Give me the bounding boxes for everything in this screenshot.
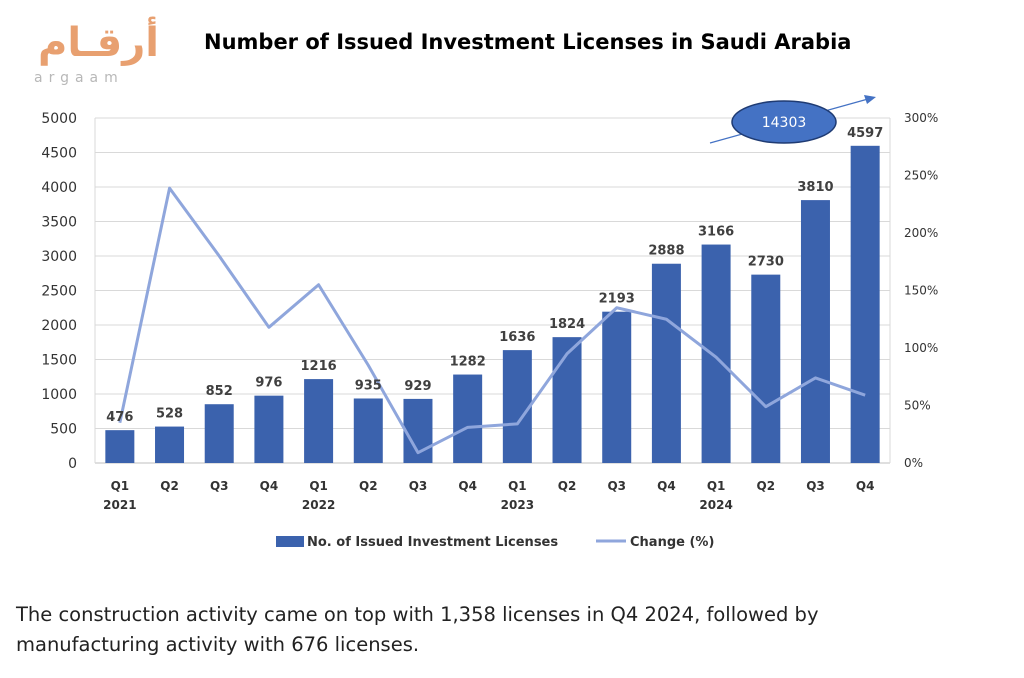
x-quarter-label: Q1 xyxy=(707,479,726,493)
logo-arabic-text: أرقـام xyxy=(38,20,159,66)
bar xyxy=(800,200,830,464)
right-tick-label: 200% xyxy=(904,226,938,240)
left-tick-label: 1500 xyxy=(41,353,77,369)
bar-value-label: 2193 xyxy=(599,292,635,307)
right-axis-ticks: 0% 50% 100% 150% 200% 250% 300% xyxy=(904,111,938,470)
bar xyxy=(651,263,681,463)
annotation-ellipse xyxy=(731,100,837,144)
bar-value-label: 935 xyxy=(355,378,382,393)
right-tick-label: 100% xyxy=(904,341,938,355)
left-tick-label: 1000 xyxy=(41,387,77,403)
bar xyxy=(602,311,632,463)
left-tick-label: 2000 xyxy=(41,318,77,334)
bar-value-label: 1824 xyxy=(549,317,585,332)
x-quarter-label: Q4 xyxy=(657,479,676,493)
left-tick-label: 0 xyxy=(68,456,77,472)
x-quarter-label: Q2 xyxy=(757,479,776,493)
left-tick-label: 4000 xyxy=(41,180,77,196)
right-tick-label: 250% xyxy=(904,169,938,183)
x-quarter-label: Q3 xyxy=(806,479,825,493)
left-tick-label: 3500 xyxy=(41,215,77,231)
x-quarter-label: Q4 xyxy=(856,479,875,493)
left-tick-label: 3000 xyxy=(41,249,77,265)
bar-value-label: 1282 xyxy=(450,355,486,370)
bar-value-label: 1636 xyxy=(499,330,535,345)
right-tick-label: 150% xyxy=(904,284,938,298)
bar-value-label: 3810 xyxy=(797,180,833,195)
caption-line-1: The construction activity came on top wi… xyxy=(16,603,819,626)
right-tick-label: 300% xyxy=(904,111,938,125)
bar xyxy=(105,430,135,463)
bar xyxy=(155,426,185,463)
x-year-label: 2024 xyxy=(699,498,732,512)
bar-data-labels: 476 528 852 976 1216 935 929 1282 1636 1824 2193 28… xyxy=(106,126,883,425)
bar xyxy=(701,244,731,463)
bar xyxy=(502,350,532,463)
x-quarter-label: Q1 xyxy=(309,479,328,493)
bar-value-label: 528 xyxy=(156,407,183,422)
x-axis-labels: Q1 2021 Q2 Q3 Q4 Q1 2022 Q2 Q3 Q4 Q1 2023 Q2 Q3 Q4 Q1 20… xyxy=(103,479,874,512)
bar-value-label: 476 xyxy=(106,410,133,425)
x-quarter-label: Q3 xyxy=(607,479,626,493)
x-quarter-label: Q1 xyxy=(111,479,130,493)
caption-line-2: manufacturing activity with 676 licenses… xyxy=(16,633,420,656)
bar-series xyxy=(105,145,880,464)
bar xyxy=(850,145,880,463)
x-quarter-label: Q3 xyxy=(210,479,229,493)
x-year-label: 2022 xyxy=(302,498,335,512)
x-quarter-label: Q4 xyxy=(260,479,279,493)
bar-value-label: 929 xyxy=(404,379,431,394)
bar xyxy=(304,379,334,463)
legend-bar-label: No. of Issued Investment Licenses xyxy=(307,535,558,550)
bar xyxy=(751,274,781,463)
logo-latin-text: argaam xyxy=(34,70,124,86)
x-quarter-label: Q4 xyxy=(458,479,477,493)
right-tick-label: 0% xyxy=(904,456,923,470)
bar xyxy=(254,395,284,463)
x-year-label: 2021 xyxy=(103,498,136,512)
bar-value-label: 3166 xyxy=(698,225,734,240)
annotation: 14303 xyxy=(709,95,876,144)
legend-line-label: Change (%) xyxy=(630,535,714,550)
x-quarter-label: Q2 xyxy=(359,479,378,493)
argaam-logo: أرقـام argaam xyxy=(30,20,180,92)
right-tick-label: 50% xyxy=(904,399,931,413)
x-year-label: 2023 xyxy=(501,498,534,512)
bar-value-label: 2888 xyxy=(648,244,684,259)
legend-bar-swatch xyxy=(276,536,304,547)
left-axis-ticks: 0 500 1000 1500 2000 2500 3000 3500 4000 4500 5000 xyxy=(41,111,77,472)
bar xyxy=(353,398,383,463)
bar-value-label: 976 xyxy=(255,376,282,391)
left-tick-label: 5000 xyxy=(41,111,77,127)
chart-title: Number of Issued Investment Licenses in … xyxy=(204,30,852,54)
change-line-series xyxy=(118,186,866,455)
left-tick-label: 4500 xyxy=(41,146,77,162)
bar-value-label: 852 xyxy=(206,384,233,399)
bar-value-label: 4597 xyxy=(847,126,883,141)
licenses-chart: 476 528 852 976 1216 935 929 1282 1636 1824 2193 28… xyxy=(41,95,938,550)
left-tick-label: 500 xyxy=(50,422,77,438)
annotation-arrow-head xyxy=(864,95,876,104)
x-quarter-label: Q2 xyxy=(160,479,179,493)
annotation-label: 14303 xyxy=(762,115,807,131)
x-quarter-label: Q2 xyxy=(558,479,577,493)
x-quarter-label: Q3 xyxy=(409,479,428,493)
legend: No. of Issued Investment Licenses Change … xyxy=(276,535,714,550)
x-quarter-label: Q1 xyxy=(508,479,527,493)
bar-value-label: 1216 xyxy=(301,359,337,374)
bar-value-label: 2730 xyxy=(748,255,784,270)
caption: The construction activity came on top wi… xyxy=(16,600,976,660)
bar xyxy=(453,374,483,463)
left-tick-label: 2500 xyxy=(41,284,77,300)
bar xyxy=(552,337,582,463)
change-line xyxy=(118,186,866,455)
bar xyxy=(204,404,234,463)
